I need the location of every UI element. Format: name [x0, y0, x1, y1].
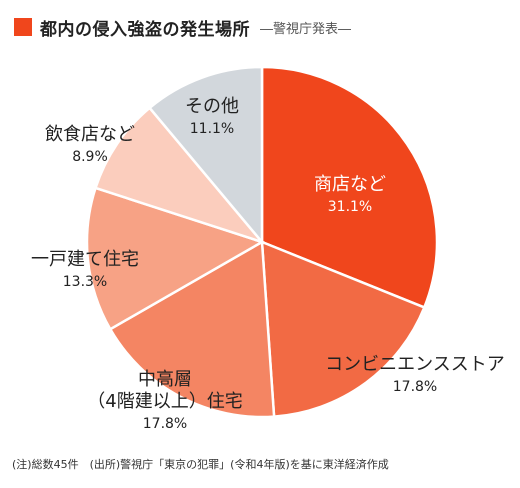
pie-slice-3 [85, 186, 266, 331]
chart-subtitle: ―警視庁発表― [260, 21, 352, 37]
pie-slice-5 [147, 65, 264, 246]
slice-label-3: 一戸建て住宅 [31, 249, 139, 270]
chart-title: 都内の侵入強盗の発生場所 [40, 19, 250, 40]
source-footnote: (注)総数45件 (出所)警視庁「東京の犯罪」(令和4年版)を基に東洋経済作成 [12, 458, 389, 471]
pie-slice-4 [93, 106, 266, 245]
slice-value-0: 31.1% [328, 199, 372, 215]
chart-title-row: 都内の侵入強盗の発生場所 ―警視庁発表― [14, 14, 351, 40]
slice-label-4: 飲食店など [45, 124, 135, 145]
slice-value-5: 11.1% [190, 121, 234, 137]
slice-label-group-4: 飲食店など 8.9% [45, 124, 135, 165]
pie-slice-2 [108, 239, 276, 419]
slice-value-4: 8.9% [72, 149, 108, 165]
slice-label-2-line-1: （4階建以上）住宅 [87, 391, 242, 412]
pie-slice-1 [260, 240, 426, 418]
slice-label-group-1: コンビニエンスストア 17.8% [325, 354, 505, 395]
slice-label-group-5: その他 11.1% [185, 96, 239, 137]
slice-value-3: 13.3% [63, 274, 107, 290]
slice-label-group-2: 中高層（4階建以上）住宅 17.8% [87, 369, 242, 432]
slice-label-group-3: 一戸建て住宅 13.3% [31, 249, 139, 290]
slice-label-1: コンビニエンスストア [325, 354, 505, 375]
title-marker [14, 18, 32, 36]
slice-label-5: その他 [185, 96, 239, 117]
slice-value-2: 17.8% [143, 416, 187, 432]
slice-value-1: 17.8% [393, 379, 437, 395]
slice-label-group-0: 商店など 31.1% [314, 174, 386, 215]
pie-slice-0 [260, 65, 439, 310]
slice-label-0: 商店など [314, 174, 386, 195]
slice-label-2-line-0: 中高層 [138, 369, 192, 390]
